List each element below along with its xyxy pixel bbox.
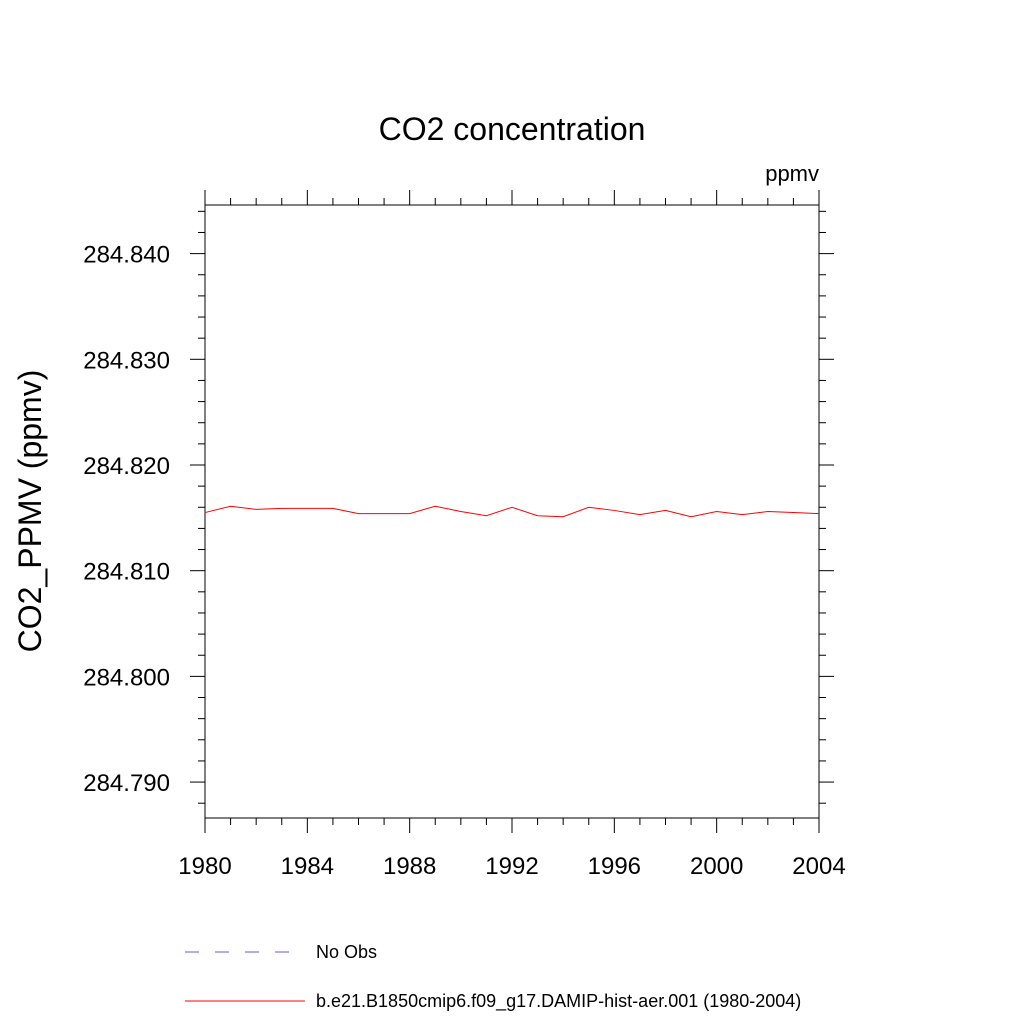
x-tick-label: 1984 — [281, 853, 334, 880]
y-tick-label: 284.820 — [83, 453, 170, 480]
legend: No Obs b.e21.B1850cmip6.f09_g17.DAMIP-hi… — [185, 942, 801, 1012]
x-tick-label: 2000 — [690, 853, 743, 880]
y-axis-label: CO2_PPMV (ppmv) — [12, 370, 48, 653]
y-tick-label: 284.800 — [83, 664, 170, 691]
y-tick-label: 284.790 — [83, 770, 170, 797]
x-tick-label: 1988 — [383, 853, 436, 880]
x-tick-label: 1996 — [588, 853, 641, 880]
units-label: ppmv — [765, 161, 819, 186]
chart-title: CO2 concentration — [379, 111, 646, 147]
x-tick-label: 1980 — [178, 853, 231, 880]
legend-label-no-obs: No Obs — [316, 942, 377, 962]
legend-label-model-run: b.e21.B1850cmip6.f09_g17.DAMIP-hist-aer.… — [316, 991, 801, 1012]
axes: 1980 1984 1988 1992 1996 2000 2004 284.790 284.8… — [83, 190, 846, 880]
plot-lines — [204, 505, 820, 518]
y-tick-label: 284.840 — [83, 242, 170, 269]
plot-frame — [204, 204, 820, 819]
y-tick-label: 284.830 — [83, 347, 170, 374]
x-tick-label: 2004 — [792, 853, 845, 880]
x-tick-label: 1992 — [485, 853, 538, 880]
series-line-1 — [204, 505, 820, 518]
y-tick-label: 284.810 — [83, 559, 170, 586]
